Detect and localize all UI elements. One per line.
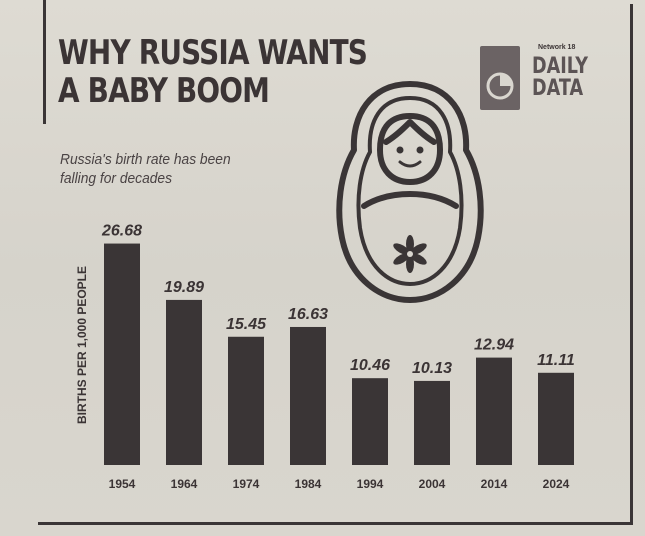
x-tick-label-1994: 1994 [357, 477, 384, 491]
infographic-frame [38, 4, 633, 525]
title-line-2: A BABY BOOM [58, 71, 270, 111]
logo-data: DATA [532, 76, 584, 101]
title-accent-rule [43, 0, 46, 124]
page-title: WHY RUSSIA WANTS A BABY BOOM [58, 33, 368, 111]
bar-1994 [352, 378, 388, 465]
subtitle-line-1: Russia's birth rate has been [60, 151, 231, 168]
x-tick-label-1984: 1984 [295, 477, 322, 491]
value-label-1954: 26.68 [101, 223, 142, 240]
bar-2024 [538, 372, 574, 465]
x-tick-label-1974: 1974 [233, 477, 260, 491]
x-tick-label-2004: 2004 [419, 477, 446, 491]
bar-1964 [166, 299, 202, 465]
logo-daily: DAILY [532, 54, 588, 79]
title-line-1: WHY RUSSIA WANTS [58, 33, 368, 73]
bar-2004 [414, 380, 450, 465]
bar-1954 [104, 243, 140, 465]
value-label-1984: 16.63 [288, 306, 328, 323]
subtitle-line-2: falling for decades [60, 170, 173, 187]
pie-chart-icon [486, 72, 514, 100]
daily-data-logo: Network 18 DAILY DATA [474, 42, 614, 122]
bars-layer: 26.68 1954 19.89 1964 15.45 1974 16.63 1984 10.4… [101, 223, 575, 491]
x-tick-label-1954: 1954 [109, 477, 136, 491]
subtitle: Russia's birth rate has been falling for… [60, 150, 231, 188]
y-axis-label: BIRTHS PER 1,000 PEOPLE [75, 266, 89, 424]
logo-wordmark: DAILY DATA [532, 56, 588, 100]
bar-1984 [290, 326, 326, 465]
matryoshka-doll-icon [336, 81, 484, 303]
x-tick-label-1964: 1964 [171, 477, 198, 491]
value-label-2014: 12.94 [474, 337, 514, 354]
value-label-1964: 19.89 [164, 279, 204, 296]
bar-2014 [476, 357, 512, 465]
bar-1974 [228, 336, 264, 465]
value-label-2004: 10.13 [412, 360, 452, 377]
logo-network-text: Network 18 [538, 44, 576, 51]
logo-badge [480, 46, 520, 110]
value-label-1974: 15.45 [226, 316, 267, 333]
x-tick-label-2024: 2024 [543, 477, 570, 491]
value-label-1994: 10.46 [350, 357, 390, 374]
value-label-2024: 11.11 [537, 352, 575, 369]
x-tick-label-2014: 2014 [481, 477, 508, 491]
